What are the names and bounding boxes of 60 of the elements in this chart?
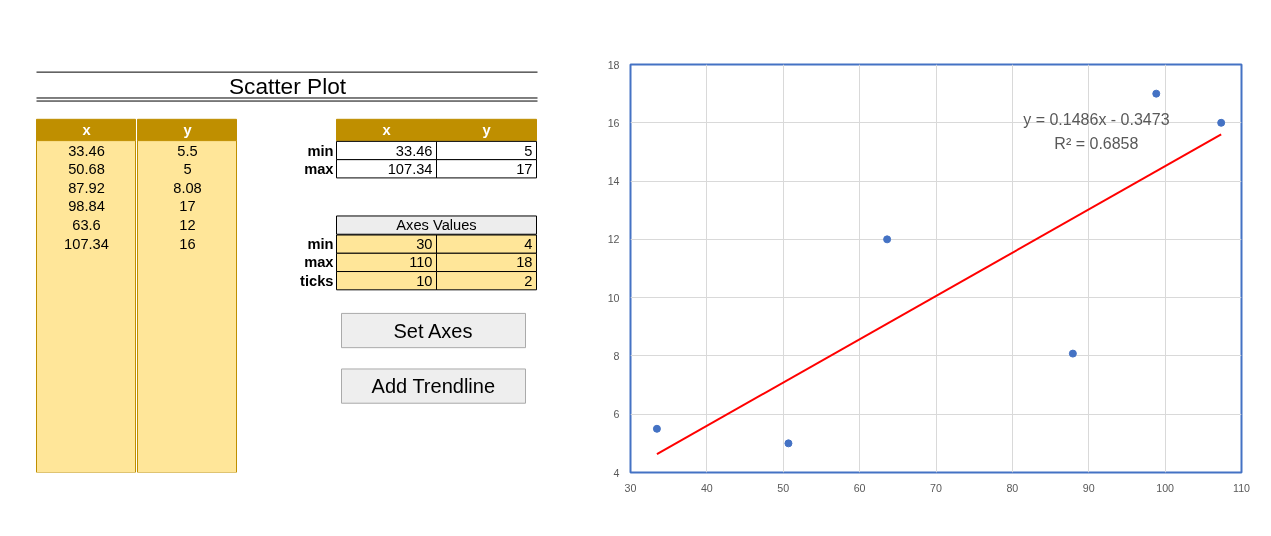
text: 4: [524, 236, 533, 253]
x-tick-label: 70: [930, 481, 942, 494]
text: Axes Values: [396, 217, 477, 234]
annotation: y = 0.1486x - 0.3473: [1023, 111, 1170, 129]
text: 5: [524, 142, 533, 159]
point: [652, 424, 661, 433]
text: 16: [179, 235, 196, 252]
text: 87.92: [68, 179, 105, 196]
text: 5.5: [177, 142, 198, 159]
x-tick-label: 30: [624, 481, 637, 494]
text: 110: [409, 254, 433, 271]
y-tick-label: 16: [607, 116, 620, 129]
point: [1068, 349, 1077, 358]
text: 30: [416, 236, 433, 253]
text: Set Axes: [393, 319, 473, 342]
y-tick-label: 6: [613, 408, 620, 421]
text: 33.46: [68, 142, 105, 159]
x-tick-label: 60: [853, 481, 866, 494]
text: 2: [524, 272, 533, 289]
text: 8.08: [173, 179, 202, 196]
text: max: [304, 160, 335, 177]
text: y: [482, 121, 492, 138]
text: max: [304, 254, 335, 271]
text: 50.68: [68, 161, 105, 178]
y-tick-label: 14: [607, 175, 620, 188]
text: 12: [179, 217, 196, 234]
text: min: [307, 142, 334, 159]
y-tick-label: 10: [607, 291, 620, 304]
text: 17: [516, 160, 533, 177]
x-tick-label: 90: [1082, 481, 1095, 494]
annotation: R² = 0.6858: [1054, 134, 1139, 152]
x-tick-label: 110: [1233, 481, 1251, 494]
x-tick-label: 100: [1156, 481, 1175, 494]
text: x: [82, 121, 92, 138]
text: 107.34: [64, 235, 109, 252]
text: 33.46: [395, 142, 433, 159]
text: y: [183, 121, 193, 138]
text: Add Trendline: [371, 374, 496, 397]
point: [1152, 89, 1161, 98]
text: Scatter Plot: [228, 72, 347, 99]
text: 10: [416, 272, 433, 289]
text: ticks: [300, 272, 334, 289]
x-tick-label: 40: [700, 481, 713, 494]
text: 107.34: [387, 160, 433, 177]
point: [883, 235, 892, 244]
x-tick-label: 80: [1006, 481, 1019, 494]
text: 63.6: [72, 217, 101, 234]
y-tick-label: 4: [613, 466, 620, 479]
x-tick-label: 50: [777, 481, 790, 494]
text: 17: [179, 198, 196, 215]
text: x: [382, 121, 392, 138]
y-tick-label: 18: [607, 58, 620, 71]
text: 5: [183, 161, 192, 178]
point: [1217, 118, 1226, 127]
point: [784, 439, 793, 448]
y-tick-label: 8: [613, 349, 620, 362]
y-tick-label: 12: [607, 233, 620, 246]
text: 18: [516, 254, 533, 271]
text: 98.84: [68, 198, 105, 215]
text: min: [307, 236, 334, 253]
